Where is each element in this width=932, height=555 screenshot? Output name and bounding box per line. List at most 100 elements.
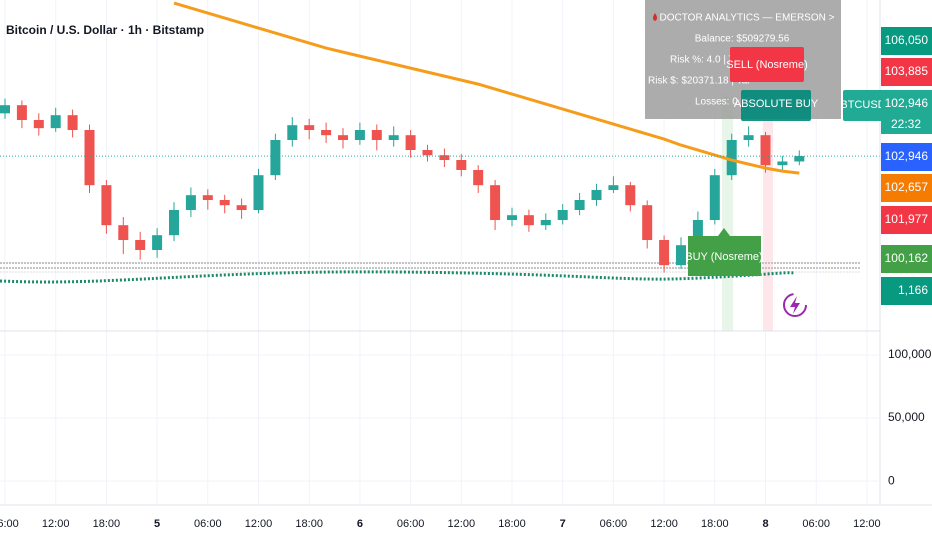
moving-average	[173, 1, 800, 175]
time-tick-label: 18:00	[295, 518, 323, 530]
candle-body	[405, 135, 416, 150]
price-label: 102,657	[885, 180, 929, 194]
candle-body	[135, 240, 146, 250]
price-label: 101,977	[885, 212, 929, 226]
candle-body	[219, 200, 230, 206]
y-tick-label: 100,000	[888, 347, 932, 361]
time-tick-label: 6	[357, 518, 363, 530]
candle-body	[574, 200, 585, 210]
candle-body	[659, 240, 670, 266]
symbol-tag-label: BTCUSD	[840, 99, 885, 111]
price-label-box	[881, 58, 932, 86]
candle-body	[557, 210, 568, 220]
candle-body	[642, 205, 653, 240]
time-tick-label: 7	[560, 518, 566, 530]
y-tick-label: 50,000	[888, 410, 925, 424]
candle-body	[101, 185, 112, 226]
price-label-box	[881, 143, 932, 171]
candle-body	[490, 185, 501, 220]
sell-label: SELL (Nosreme)	[726, 59, 808, 71]
candle-body	[608, 185, 619, 190]
time-tick-label: 18:00	[701, 518, 729, 530]
price-label-box	[881, 206, 932, 234]
candle-body	[202, 195, 213, 200]
price-label-box	[881, 27, 932, 55]
price-label: 103,885	[885, 64, 929, 78]
candle-body	[422, 150, 433, 156]
candle-body	[304, 125, 315, 130]
time-tick-label: 06:00	[397, 518, 425, 530]
panel-line: Risk %: 4.0 | Tar	[670, 55, 743, 66]
indicator-line	[0, 270, 796, 284]
price-label: 102,946	[885, 149, 929, 163]
symbol-tag: BTCUSD	[840, 90, 886, 121]
time-tick-label: 06:00	[194, 518, 222, 530]
candle-body	[354, 130, 365, 140]
candle-body	[456, 160, 467, 170]
candle-body	[270, 140, 281, 176]
buy-label: BUY (Nosreme)	[685, 251, 762, 263]
price-label: 1,166	[898, 283, 928, 297]
time-tick-label: 8	[762, 518, 768, 530]
candle-body	[169, 210, 179, 236]
price-label-box	[881, 245, 932, 273]
price-label-box	[881, 174, 932, 202]
candle-body	[507, 215, 517, 220]
candle-body	[777, 161, 788, 166]
candle-body	[473, 170, 484, 186]
range-band	[0, 262, 860, 273]
candle-body	[388, 135, 399, 140]
candle-body	[692, 220, 703, 246]
candle-body	[743, 135, 754, 140]
panel-line: Risk $: $20371.18 | Tar	[648, 76, 751, 87]
candle-body	[709, 175, 720, 220]
panel-line: Losses: 0 / 2	[695, 97, 752, 108]
candle-body	[253, 175, 264, 210]
candle-body	[371, 130, 382, 140]
candle-body	[16, 105, 27, 120]
candle-body	[236, 205, 247, 210]
candle-body	[185, 195, 196, 210]
candle-body	[439, 155, 450, 160]
candle-body	[67, 115, 78, 130]
time-tick-label: 18:00	[498, 518, 526, 530]
candle-body	[50, 115, 61, 129]
candle-body	[676, 245, 686, 266]
buy-signal: BUY (Nosreme)	[685, 228, 763, 276]
price-label-box	[881, 90, 932, 134]
time-tick-label: 12:00	[448, 518, 476, 530]
replay-icon[interactable]	[783, 293, 807, 317]
sell-signal: SELL (Nosreme)	[726, 47, 808, 82]
time-tick-label: 18:00	[93, 518, 121, 530]
absolute-buy-label: ABSOLUTE BUY	[734, 98, 819, 110]
candle-body	[760, 135, 771, 166]
candle-body	[118, 225, 129, 240]
candle-body	[0, 105, 10, 114]
candle-body	[84, 130, 95, 186]
time-tick-label: 12:00	[650, 518, 678, 530]
y-tick-label: 0	[888, 473, 895, 487]
candle-body	[794, 156, 805, 162]
sell-highlight	[763, 95, 773, 331]
price-label: 100,162	[885, 251, 929, 265]
candle-body	[338, 135, 348, 140]
price-label: 106,050	[885, 33, 929, 47]
buy-highlight	[722, 95, 733, 331]
candle-body	[726, 140, 737, 176]
candle-body	[591, 190, 602, 200]
candle-body	[152, 235, 163, 250]
candle-body	[540, 220, 551, 226]
panel-line: Balance: $509279.56	[695, 34, 790, 45]
time-tick-label: 06:00	[600, 518, 628, 530]
absolute-buy-signal: ABSOLUTE BUY	[734, 90, 819, 121]
candle-body	[523, 215, 534, 226]
panel-line: DOCTOR ANALYTICS — EMERSON >	[660, 13, 835, 24]
countdown-label: 22:32	[891, 117, 921, 131]
time-tick-label: 5	[154, 518, 160, 530]
time-tick-label: 06:00	[0, 518, 19, 530]
price-label: 102,946	[885, 96, 929, 110]
price-label-box	[881, 277, 932, 305]
time-tick-label: 12:00	[853, 518, 881, 530]
